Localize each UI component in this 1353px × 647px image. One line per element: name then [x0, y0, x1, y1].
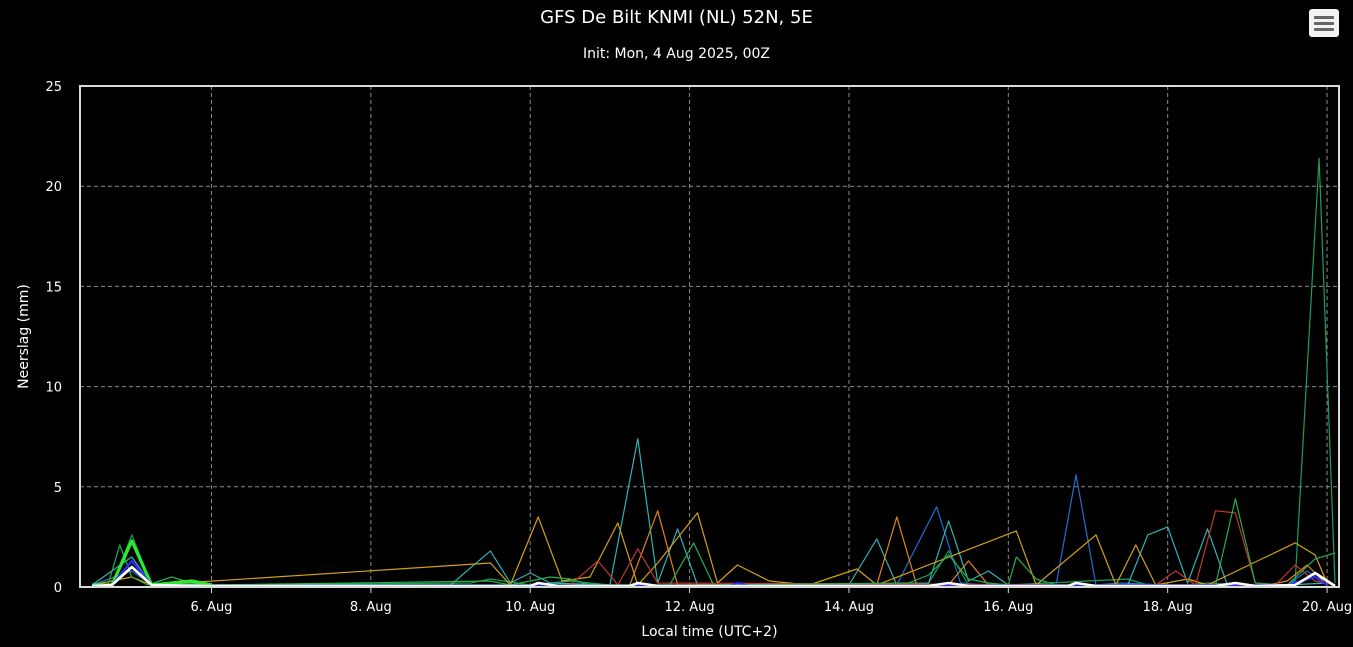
- x-tick-label: 6. Aug: [191, 600, 233, 615]
- chart-title: GFS De Bilt KNMI (NL) 52N, 5E: [540, 7, 813, 28]
- y-axis-ticks: 0 5 10 15 20 25: [45, 80, 62, 596]
- series-line-3: [91, 438, 1328, 586]
- grid-lines: [80, 86, 1339, 587]
- x-tick-label: 8. Aug: [350, 600, 392, 615]
- series-line-2: [91, 474, 1328, 586]
- x-tick-label: 20. Aug: [1302, 600, 1352, 615]
- x-tick-label: 10. Aug: [505, 600, 555, 615]
- plot-frame: [79, 85, 1340, 588]
- series-group: [91, 157, 1336, 588]
- y-tick-label: 25: [45, 80, 62, 95]
- y-tick-label: 5: [54, 481, 62, 496]
- x-tick-label: 14. Aug: [824, 600, 874, 615]
- y-tick-label: 15: [45, 280, 62, 295]
- x-axis-ticks: 6. Aug 8. Aug 10. Aug 12. Aug 14. Aug 16. Aug…: [191, 587, 1352, 615]
- chart-subtitle: Init: Mon, 4 Aug 2025, 00Z: [582, 46, 771, 62]
- x-tick-label: 18. Aug: [1143, 600, 1193, 615]
- series-line-4: [91, 512, 1328, 586]
- y-tick-label: 0: [54, 581, 62, 596]
- series-line-5: [629, 510, 1328, 586]
- x-tick-label: 12. Aug: [664, 600, 714, 615]
- y-axis-label: Neerslag (mm): [16, 284, 32, 389]
- chart-menu-button[interactable]: [1309, 9, 1339, 37]
- y-tick-label: 20: [45, 180, 62, 195]
- x-axis-label: Local time (UTC+2): [641, 624, 777, 640]
- x-tick-label: 16. Aug: [983, 600, 1033, 615]
- series-line-1: [92, 157, 1336, 586]
- y-tick-label: 10: [45, 381, 62, 396]
- series-line-9: [91, 559, 1328, 588]
- series-line-7: [92, 498, 1336, 586]
